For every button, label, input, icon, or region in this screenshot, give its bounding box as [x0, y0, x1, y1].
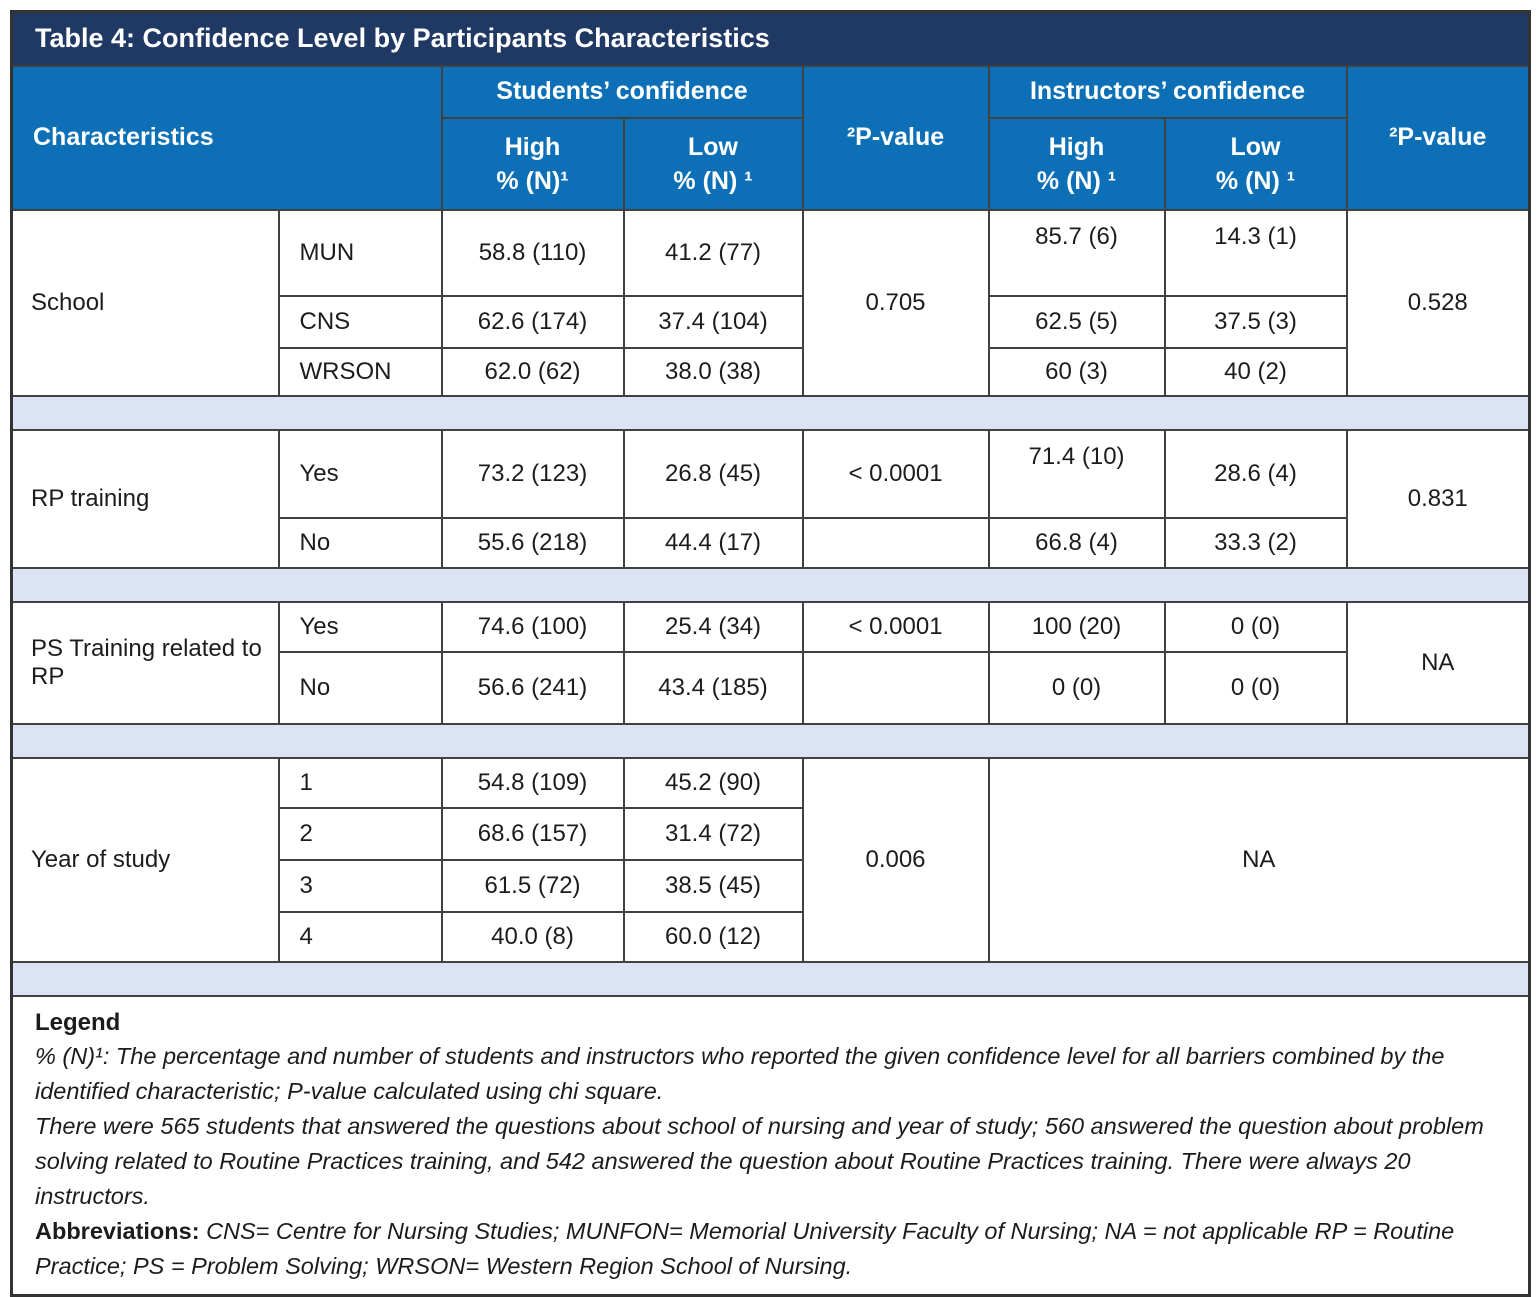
table-title-row: Table 4: Confidence Level by Participant…: [10, 10, 1531, 67]
value-cell: 37.5 (3): [1163, 294, 1348, 349]
value-cell: 43.4 (185): [622, 650, 804, 725]
value-cell: 62.6 (174): [440, 294, 625, 349]
category-cell: 2: [277, 806, 443, 861]
row-label-rp-training: RP training: [10, 428, 280, 569]
value-cell: 73.2 (123): [440, 428, 625, 519]
category-cell: 4: [277, 910, 443, 963]
legend-abbreviations-text: CNS= Centre for Nursing Studies; MUNFON=…: [35, 1217, 1455, 1279]
header-students-confidence-group: Students’ confidence: [440, 64, 804, 119]
value-cell: 100 (20): [987, 600, 1166, 653]
table-row: CNS 62.6 (174) 37.4 (104) 62.5 (5) 37.5 …: [12, 294, 1530, 349]
table-title: Table 4: Confidence Level by Participant…: [10, 10, 1531, 67]
value-cell: 71.4 (10): [987, 428, 1166, 519]
pvalue-cell-rp-instructors: 0.831: [1345, 428, 1531, 569]
category-cell: WRSON: [277, 346, 443, 397]
category-cell: 1: [277, 756, 443, 809]
legend-heading: Legend: [35, 1008, 121, 1036]
section-separator-band: [10, 566, 1531, 603]
value-cell: 38.0 (38): [622, 346, 804, 397]
header-students-low: Low % (N) ¹: [622, 116, 804, 211]
category-cell: No: [277, 516, 443, 569]
value-cell: 61.5 (72): [440, 858, 625, 913]
table-row: No 56.6 (241) 43.4 (185) 0 (0) 0 (0): [12, 650, 1530, 725]
pvalue-cell-school-students: 0.705: [801, 208, 990, 397]
section-separator-band: [10, 394, 1531, 431]
category-cell: Yes: [277, 428, 443, 519]
table-row: RP training Yes 73.2 (123) 26.8 (45) < 0…: [10, 428, 1531, 569]
header-instructors-low: Low % (N) ¹: [1163, 116, 1348, 211]
value-cell: 25.4 (34): [622, 600, 804, 653]
pvalue-cell-year-students: 0.006: [801, 756, 990, 963]
value-cell: 55.6 (218): [440, 516, 625, 569]
header-instructors-high: High % (N) ¹: [987, 116, 1166, 211]
legend-abbreviations-label: Abbreviations:: [35, 1217, 200, 1244]
value-cell: 28.6 (4): [1163, 428, 1348, 519]
legend-note-percent-n: % (N)¹: The percentage and number of stu…: [35, 1042, 1445, 1104]
value-cell: 60.0 (12): [622, 910, 804, 963]
header-students-pvalue: ²P-value: [801, 64, 990, 211]
category-cell: CNS: [277, 294, 443, 349]
category-cell: No: [277, 650, 443, 725]
pvalue-cell-school-instructors: 0.528: [1345, 208, 1531, 397]
value-cell: 0 (0): [987, 650, 1166, 725]
value-cell: 26.8 (45): [622, 428, 804, 519]
value-cell: 58.8 (110): [440, 208, 625, 297]
table-row: WRSON 62.0 (62) 38.0 (38) 60 (3) 40 (2): [12, 346, 1530, 397]
table-row: No 55.6 (218) 44.4 (17) 66.8 (4) 33.3 (2…: [12, 516, 1530, 569]
row-label-ps-training: PS Training related to RP: [10, 600, 280, 725]
sub-header-row: High % (N)¹ Low % (N) ¹ High % (N) ¹ Low…: [12, 116, 1530, 211]
header-students-high: High % (N)¹: [440, 116, 625, 211]
legend-section: Legend % (N)¹: The percentage and number…: [10, 994, 1531, 1296]
row-label-school: School: [10, 208, 280, 397]
value-cell: 62.5 (5): [987, 294, 1166, 349]
value-cell: 85.7 (6): [987, 208, 1166, 297]
value-cell: 54.8 (109): [440, 756, 625, 809]
section-separator-band: [10, 722, 1531, 759]
value-cell: 66.8 (4): [987, 516, 1166, 569]
value-cell: 45.2 (90): [622, 756, 804, 809]
value-cell: 74.6 (100): [440, 600, 625, 653]
section-separator-band: [10, 960, 1531, 997]
value-cell: 41.2 (77): [622, 208, 804, 297]
header-instructors-confidence-group: Instructors’ confidence: [987, 64, 1348, 119]
value-cell: 56.6 (241): [440, 650, 625, 725]
value-cell: 38.5 (45): [622, 858, 804, 913]
legend-abbreviations: Abbreviations: CNS= Centre for Nursing S…: [35, 1214, 1506, 1284]
value-cell: 68.6 (157): [440, 806, 625, 861]
value-cell: 60 (3): [987, 346, 1166, 397]
value-cell: 40 (2): [1163, 346, 1348, 397]
legend-note-counts: There were 565 students that answered th…: [35, 1112, 1484, 1209]
table-row: PS Training related to RP Yes 74.6 (100)…: [10, 600, 1531, 725]
header-instructors-pvalue: ²P-value: [1345, 64, 1531, 211]
value-cell: 31.4 (72): [622, 806, 804, 861]
pvalue-cell-empty: [801, 516, 990, 569]
category-cell: MUN: [277, 208, 443, 297]
row-label-year-of-study: Year of study: [10, 756, 280, 963]
header-characteristics: Characteristics: [10, 64, 443, 211]
value-cell: 0 (0): [1163, 600, 1348, 653]
value-cell: 0 (0): [1163, 650, 1348, 725]
value-cell: 44.4 (17): [622, 516, 804, 569]
category-cell: 3: [277, 858, 443, 913]
pvalue-cell-ps-instructors: NA: [1345, 600, 1531, 725]
instructors-na-cell: NA: [987, 756, 1531, 963]
value-cell: 37.4 (104): [622, 294, 804, 349]
value-cell: 62.0 (62): [440, 346, 625, 397]
table-row: 2 68.6 (157) 31.4 (72): [12, 806, 1530, 861]
value-cell: 33.3 (2): [1163, 516, 1348, 569]
category-cell: Yes: [277, 600, 443, 653]
pvalue-cell-ps-students: < 0.0001: [801, 600, 990, 653]
table-row: Year of study 1 54.8 (109) 45.2 (90) 0.0…: [10, 756, 1531, 963]
value-cell: 14.3 (1): [1163, 208, 1348, 297]
pvalue-cell-rp-students: < 0.0001: [801, 428, 990, 519]
confidence-level-table: Table 4: Confidence Level by Participant…: [10, 10, 1531, 1297]
table-row: School MUN 58.8 (110) 41.2 (77) 0.705 85…: [10, 208, 1531, 397]
table-row: 4 40.0 (8) 60.0 (12): [12, 910, 1530, 963]
value-cell: 40.0 (8): [440, 910, 625, 963]
table-row: 3 61.5 (72) 38.5 (45): [12, 858, 1530, 913]
pvalue-cell-empty: [801, 650, 990, 725]
group-header-row: Characteristics Students’ confidence ²P-…: [10, 64, 1531, 211]
